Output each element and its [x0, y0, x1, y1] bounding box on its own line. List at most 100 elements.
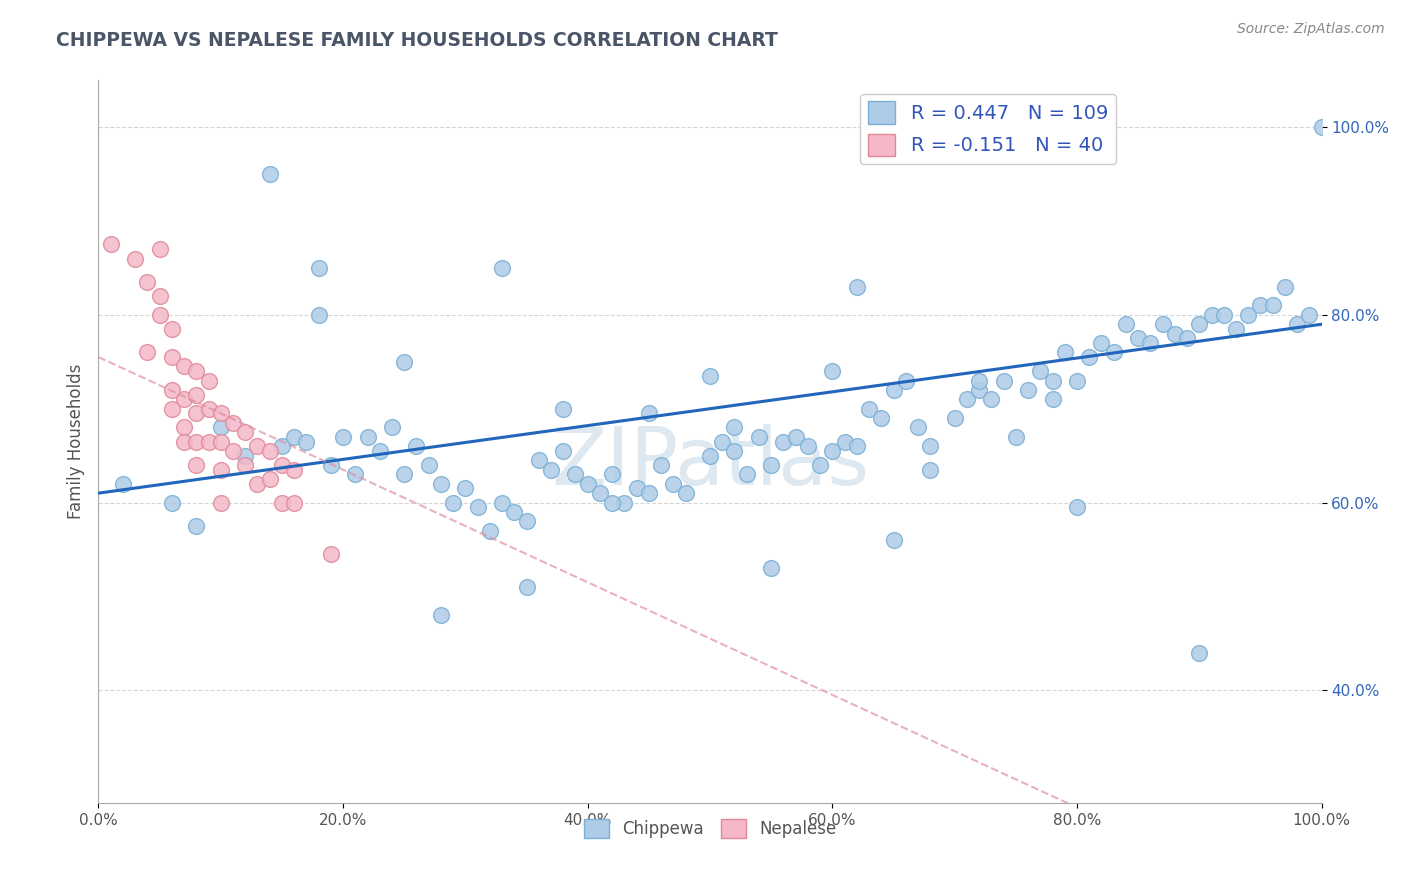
Point: [553, 444, 575, 458]
Point: [173, 392, 195, 407]
Point: [967, 383, 990, 397]
Point: [1078, 350, 1101, 364]
Point: [637, 486, 661, 500]
Point: [1237, 308, 1260, 322]
Point: [160, 350, 183, 364]
Point: [111, 476, 134, 491]
Point: [1310, 120, 1333, 135]
Point: [332, 430, 354, 444]
Point: [173, 359, 195, 374]
Point: [1164, 326, 1187, 341]
Point: [418, 458, 440, 472]
Point: [124, 252, 146, 266]
Point: [772, 434, 794, 449]
Point: [405, 439, 427, 453]
Point: [1042, 374, 1064, 388]
Point: [209, 434, 232, 449]
Point: [186, 387, 208, 401]
Point: [1066, 374, 1088, 388]
Point: [270, 495, 294, 509]
Point: [430, 608, 453, 623]
Point: [980, 392, 1002, 407]
Point: [173, 434, 195, 449]
Point: [319, 458, 342, 472]
Point: [894, 374, 917, 388]
Point: [233, 458, 256, 472]
Point: [1017, 383, 1039, 397]
Point: [675, 486, 697, 500]
Point: [735, 467, 758, 482]
Point: [100, 237, 122, 252]
Point: [808, 458, 831, 472]
Point: [515, 514, 537, 528]
Point: [454, 482, 477, 496]
Point: [1212, 308, 1234, 322]
Point: [1261, 298, 1284, 312]
Point: [515, 580, 537, 594]
Point: [259, 444, 281, 458]
Point: [1102, 345, 1125, 359]
Point: [662, 476, 685, 491]
Point: [821, 444, 844, 458]
Point: [761, 458, 783, 472]
Point: [270, 458, 294, 472]
Point: [136, 275, 159, 289]
Point: [160, 383, 183, 397]
Point: [821, 364, 844, 378]
Point: [870, 411, 893, 425]
Point: [149, 308, 172, 322]
Point: [540, 463, 562, 477]
Point: [295, 434, 318, 449]
Point: [186, 364, 208, 378]
Point: [270, 439, 294, 453]
Point: [186, 406, 208, 420]
Point: [149, 242, 172, 256]
Point: [1274, 279, 1296, 293]
Y-axis label: Family Households: Family Households: [66, 364, 84, 519]
Point: [907, 420, 929, 434]
Point: [527, 453, 550, 467]
Point: [283, 430, 305, 444]
Point: [553, 401, 575, 416]
Point: [797, 439, 820, 453]
Point: [430, 476, 453, 491]
Point: [723, 444, 745, 458]
Point: [600, 495, 623, 509]
Point: [1298, 308, 1320, 322]
Point: [834, 434, 856, 449]
Point: [699, 449, 721, 463]
Point: [943, 411, 966, 425]
Point: [136, 345, 159, 359]
Point: [478, 524, 501, 538]
Point: [491, 495, 513, 509]
Point: [233, 425, 256, 439]
Point: [576, 476, 599, 491]
Point: [589, 486, 612, 500]
Point: [883, 383, 905, 397]
Point: [1004, 430, 1026, 444]
Point: [637, 406, 661, 420]
Point: [308, 260, 330, 275]
Point: [785, 430, 807, 444]
Point: [1286, 318, 1309, 332]
Point: [197, 401, 219, 416]
Point: [993, 374, 1015, 388]
Point: [308, 308, 330, 322]
Point: [1115, 318, 1137, 332]
Legend: Chippewa, Nepalese: Chippewa, Nepalese: [578, 813, 842, 845]
Point: [1188, 318, 1211, 332]
Point: [920, 439, 942, 453]
Point: [222, 444, 245, 458]
Text: ZIPatlas: ZIPatlas: [551, 425, 869, 502]
Point: [1128, 331, 1150, 345]
Point: [197, 434, 219, 449]
Point: [246, 476, 269, 491]
Point: [197, 374, 219, 388]
Point: [1225, 322, 1247, 336]
Point: [503, 505, 526, 519]
Point: [920, 463, 942, 477]
Point: [246, 439, 269, 453]
Point: [626, 482, 648, 496]
Point: [1066, 500, 1088, 515]
Point: [858, 401, 880, 416]
